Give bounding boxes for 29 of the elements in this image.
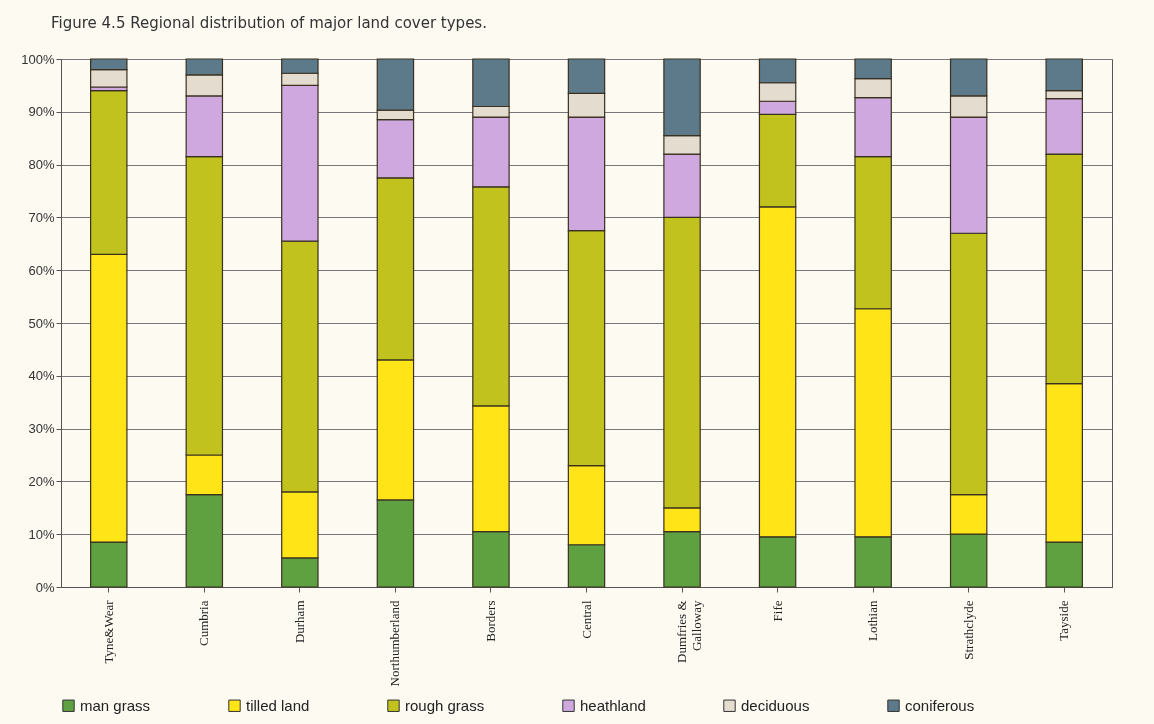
x-tick-label: Northumberland: [387, 600, 403, 687]
legend-label: man grass: [80, 696, 151, 714]
legend-label: deciduous: [741, 696, 810, 714]
legend-label: heathland: [580, 696, 646, 714]
y-tick-label: 0%: [35, 579, 55, 595]
chart-title: Figure 4.5 Regional distribution of major land cover types.: [51, 14, 487, 32]
x-tick-label: Strathclyde: [960, 600, 976, 660]
x-tick-label: Dumfries & Galloway: [674, 600, 705, 663]
legend-label: coniferous: [905, 696, 975, 714]
y-tick-label: 30%: [28, 421, 55, 437]
x-tick-label: Central: [578, 600, 594, 639]
y-tick-label: 50%: [28, 315, 55, 331]
x-tick-label: Lothian: [865, 600, 881, 641]
x-tick-label: Cumbria: [196, 600, 212, 646]
y-tick-label: 100%: [21, 51, 55, 67]
x-tick-label: Tyne&Wear: [100, 599, 116, 664]
x-tick-label: Fife: [769, 600, 785, 622]
legend-label: rough grass: [405, 696, 485, 714]
y-tick-label: 20%: [28, 473, 55, 489]
x-tick-label: Tayside: [1056, 600, 1072, 641]
y-tick-label: 10%: [28, 526, 55, 542]
y-tick-label: 80%: [28, 157, 55, 173]
y-tick-label: 60%: [28, 262, 55, 278]
y-tick-label: 70%: [28, 209, 55, 225]
x-tick-label: Durham: [291, 600, 307, 644]
y-tick-label: 40%: [28, 368, 55, 384]
legend-label: tilled land: [246, 696, 310, 714]
x-tick-label: Borders: [482, 600, 498, 642]
y-tick-label: 90%: [28, 104, 55, 120]
